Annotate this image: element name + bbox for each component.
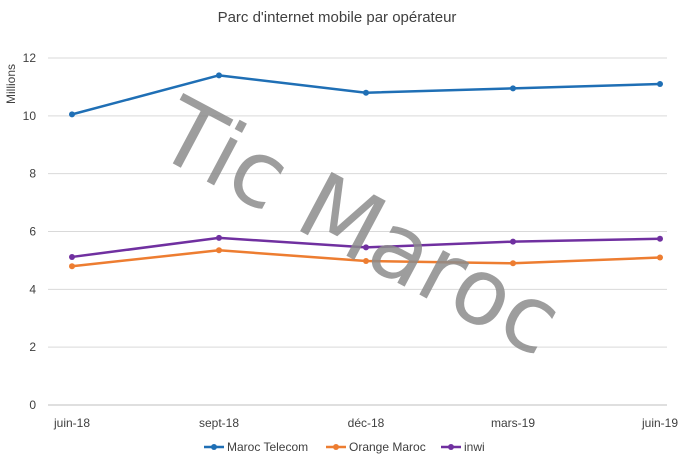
watermark: Tic Maroc [141, 77, 578, 377]
data-point [363, 257, 369, 264]
legend: Maroc Telecom Orange Maroc inwi [204, 440, 485, 454]
data-point [657, 235, 663, 242]
data-point [510, 85, 516, 92]
y-tick-label: 6 [29, 225, 36, 239]
data-point [510, 238, 516, 245]
legend-marker [211, 444, 217, 450]
legend-label: inwi [464, 440, 485, 454]
y-tick-label: 8 [29, 167, 36, 181]
series-lines [69, 72, 663, 270]
y-tick-label: 2 [29, 340, 36, 354]
chart-title: Parc d'internet mobile par opérateur [218, 9, 457, 26]
data-point [69, 263, 75, 270]
data-point [216, 247, 222, 254]
y-tick-label: 10 [23, 109, 37, 123]
x-tick-label: mars-19 [491, 416, 535, 430]
x-tick-label: juin-18 [53, 416, 90, 430]
legend-marker [333, 444, 339, 450]
y-tick-label: 0 [29, 398, 36, 412]
x-tick-labels: juin-18 sept-18 déc-18 mars-19 juin-19 [53, 416, 678, 430]
y-tick-labels: 0 2 4 6 8 10 12 [23, 51, 37, 412]
gridlines [48, 57, 667, 406]
legend-label: Maroc Telecom [227, 440, 308, 454]
y-tick-label: 4 [29, 282, 36, 296]
data-point [363, 89, 369, 96]
legend-label: Orange Maroc [349, 440, 426, 454]
x-tick-label: sept-18 [199, 416, 239, 430]
data-point [363, 244, 369, 251]
x-tick-label: déc-18 [348, 416, 385, 430]
legend-marker [448, 444, 454, 450]
y-tick-label: 12 [23, 51, 37, 65]
y-axis-label: Millions [4, 64, 18, 104]
data-point [657, 81, 663, 88]
data-point [216, 72, 222, 79]
data-point [216, 234, 222, 241]
data-point [510, 260, 516, 267]
data-point [69, 111, 75, 118]
data-point [657, 254, 663, 261]
data-point [69, 253, 75, 260]
x-tick-label: juin-19 [641, 416, 678, 430]
